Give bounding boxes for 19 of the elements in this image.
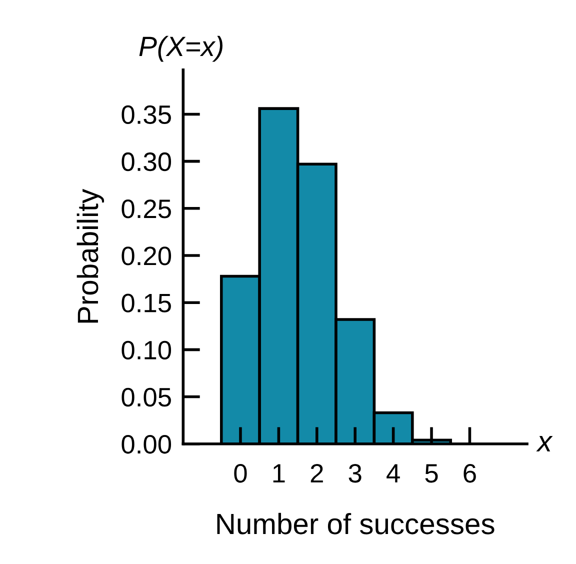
x-tick-label: 0 bbox=[234, 464, 247, 483]
x-tick-label: 3 bbox=[348, 464, 362, 483]
x-axis-title: Number of successes bbox=[217, 512, 494, 534]
x-tick-label: 2 bbox=[310, 464, 323, 482]
x-tick-label: 4 bbox=[386, 464, 400, 482]
y-tick-label: 0.30 bbox=[122, 152, 172, 172]
x-tick-label: 5 bbox=[425, 464, 438, 483]
y-tick-label: 0.20 bbox=[122, 246, 172, 266]
y-tick-label: 0.05 bbox=[122, 388, 171, 407]
x-tick-label: 1 bbox=[273, 464, 285, 482]
x-tick-label: 6 bbox=[464, 464, 476, 483]
chart-title: P(X=x) bbox=[139, 36, 222, 62]
y-tick-label: 0.15 bbox=[122, 294, 171, 312]
text: x bbox=[536, 436, 553, 452]
y-tick-label: 0.25 bbox=[122, 200, 171, 218]
y-axis-title: Probability bbox=[76, 188, 104, 323]
y-tick-label: 0.00 bbox=[122, 435, 172, 454]
y-tick-label: 0.35 bbox=[122, 105, 171, 124]
y-tick-label: 0.10 bbox=[122, 340, 172, 360]
